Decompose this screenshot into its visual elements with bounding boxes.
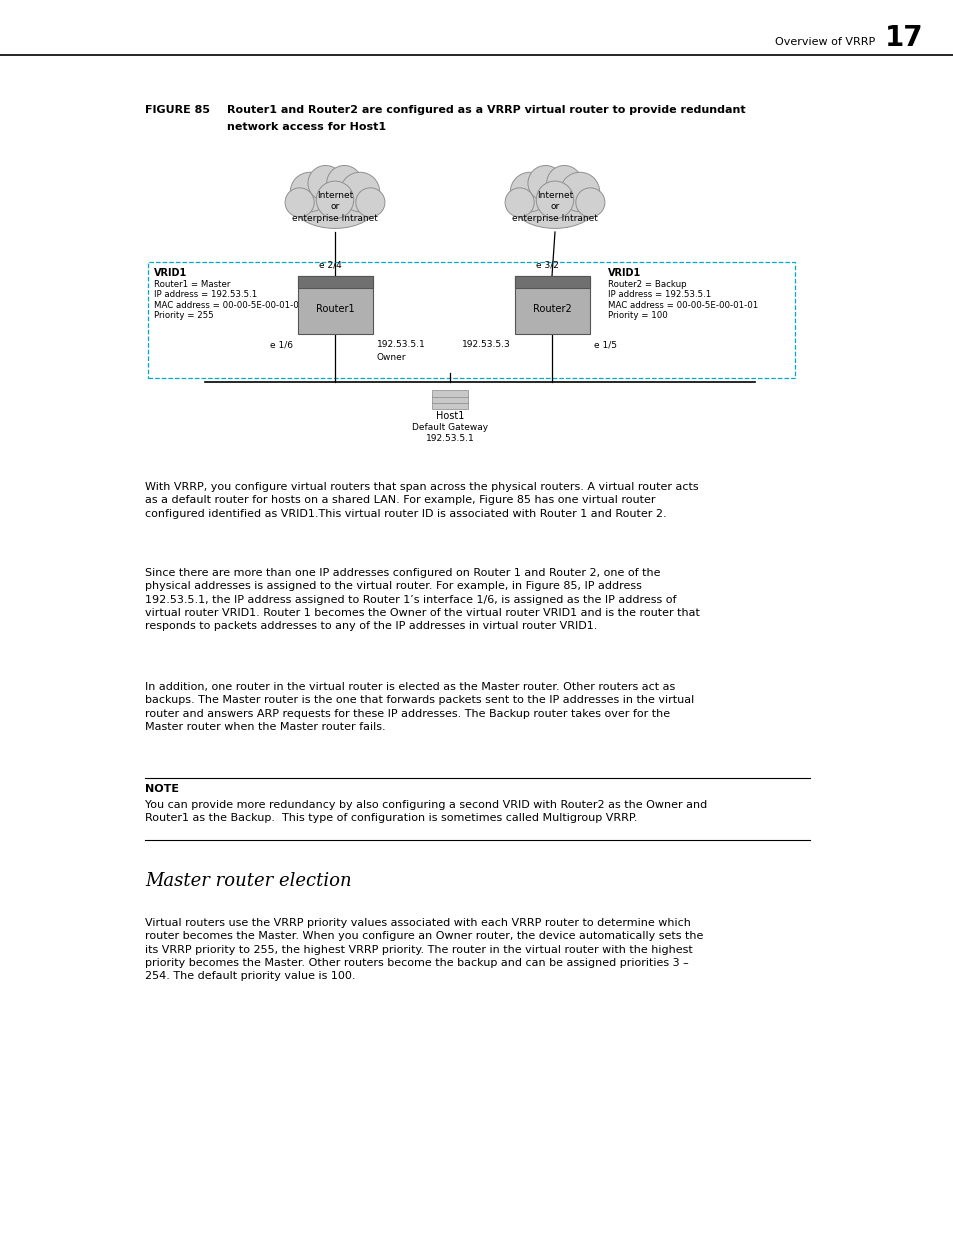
Text: With VRRP, you configure virtual routers that span across the physical routers. : With VRRP, you configure virtual routers…: [145, 482, 698, 519]
FancyBboxPatch shape: [432, 403, 468, 409]
FancyBboxPatch shape: [297, 275, 372, 288]
Circle shape: [536, 182, 573, 219]
Ellipse shape: [513, 182, 596, 228]
Text: Internet: Internet: [537, 190, 573, 200]
Text: Router2 = Backup: Router2 = Backup: [607, 279, 686, 289]
Circle shape: [285, 188, 314, 217]
Circle shape: [308, 165, 343, 201]
Text: or: or: [550, 203, 559, 211]
Circle shape: [340, 172, 379, 211]
Circle shape: [504, 188, 534, 217]
Circle shape: [316, 182, 354, 219]
Text: IP address = 192.53.5.1: IP address = 192.53.5.1: [607, 290, 711, 299]
Text: enterprise Intranet: enterprise Intranet: [292, 214, 377, 222]
Circle shape: [559, 172, 599, 211]
Text: MAC address = 00-00-5E-00-01-01: MAC address = 00-00-5E-00-01-01: [607, 300, 758, 310]
FancyBboxPatch shape: [297, 275, 372, 333]
Circle shape: [326, 165, 361, 201]
Text: In addition, one router in the virtual router is elected as the Master router. O: In addition, one router in the virtual r…: [145, 682, 694, 732]
Text: network access for Host1: network access for Host1: [227, 122, 386, 132]
FancyBboxPatch shape: [432, 396, 468, 403]
Text: Owner: Owner: [376, 353, 406, 362]
Text: Virtual routers use the VRRP priority values associated with each VRRP router to: Virtual routers use the VRRP priority va…: [145, 918, 702, 982]
Text: e 3/2: e 3/2: [535, 261, 558, 269]
Circle shape: [290, 172, 330, 211]
Text: IP address = 192.53.5.1: IP address = 192.53.5.1: [153, 290, 257, 299]
FancyBboxPatch shape: [514, 275, 589, 288]
Text: Overview of VRRP: Overview of VRRP: [774, 37, 874, 47]
Text: Router1 = Master: Router1 = Master: [153, 279, 230, 289]
Text: Priority = 255: Priority = 255: [153, 311, 213, 320]
Text: Internet: Internet: [316, 190, 353, 200]
Circle shape: [527, 165, 562, 201]
Text: Router1 and Router2 are configured as a VRRP virtual router to provide redundant: Router1 and Router2 are configured as a …: [227, 105, 745, 115]
Text: e 2/4: e 2/4: [318, 261, 341, 269]
Text: NOTE: NOTE: [145, 784, 179, 794]
Text: Since there are more than one IP addresses configured on Router 1 and Router 2, : Since there are more than one IP address…: [145, 568, 700, 631]
Text: e 1/5: e 1/5: [593, 340, 616, 350]
FancyBboxPatch shape: [432, 390, 468, 396]
Text: Router2: Router2: [532, 304, 571, 314]
Text: Host1: Host1: [436, 411, 464, 421]
FancyBboxPatch shape: [514, 275, 589, 333]
Text: You can provide more redundancy by also configuring a second VRID with Router2 a: You can provide more redundancy by also …: [145, 800, 706, 824]
Text: Default Gateway: Default Gateway: [412, 424, 488, 432]
Text: VRID1: VRID1: [607, 268, 640, 278]
Text: Router1: Router1: [315, 304, 354, 314]
Circle shape: [576, 188, 604, 217]
Text: VRID1: VRID1: [153, 268, 187, 278]
Text: or: or: [330, 203, 339, 211]
Circle shape: [546, 165, 581, 201]
Text: 192.53.5.3: 192.53.5.3: [461, 340, 510, 350]
Circle shape: [355, 188, 384, 217]
Text: Priority = 100: Priority = 100: [607, 311, 667, 320]
Circle shape: [510, 172, 549, 211]
Text: 17: 17: [884, 23, 923, 52]
Text: FIGURE 85: FIGURE 85: [145, 105, 210, 115]
Text: Master router election: Master router election: [145, 872, 352, 890]
Text: enterprise Intranet: enterprise Intranet: [512, 214, 598, 222]
Text: MAC address = 00-00-5E-00-01-01: MAC address = 00-00-5E-00-01-01: [153, 300, 304, 310]
Text: 192.53.5.1: 192.53.5.1: [425, 433, 474, 443]
Text: 192.53.5.1: 192.53.5.1: [376, 340, 425, 350]
Text: e 1/6: e 1/6: [271, 340, 294, 350]
Ellipse shape: [294, 182, 376, 228]
